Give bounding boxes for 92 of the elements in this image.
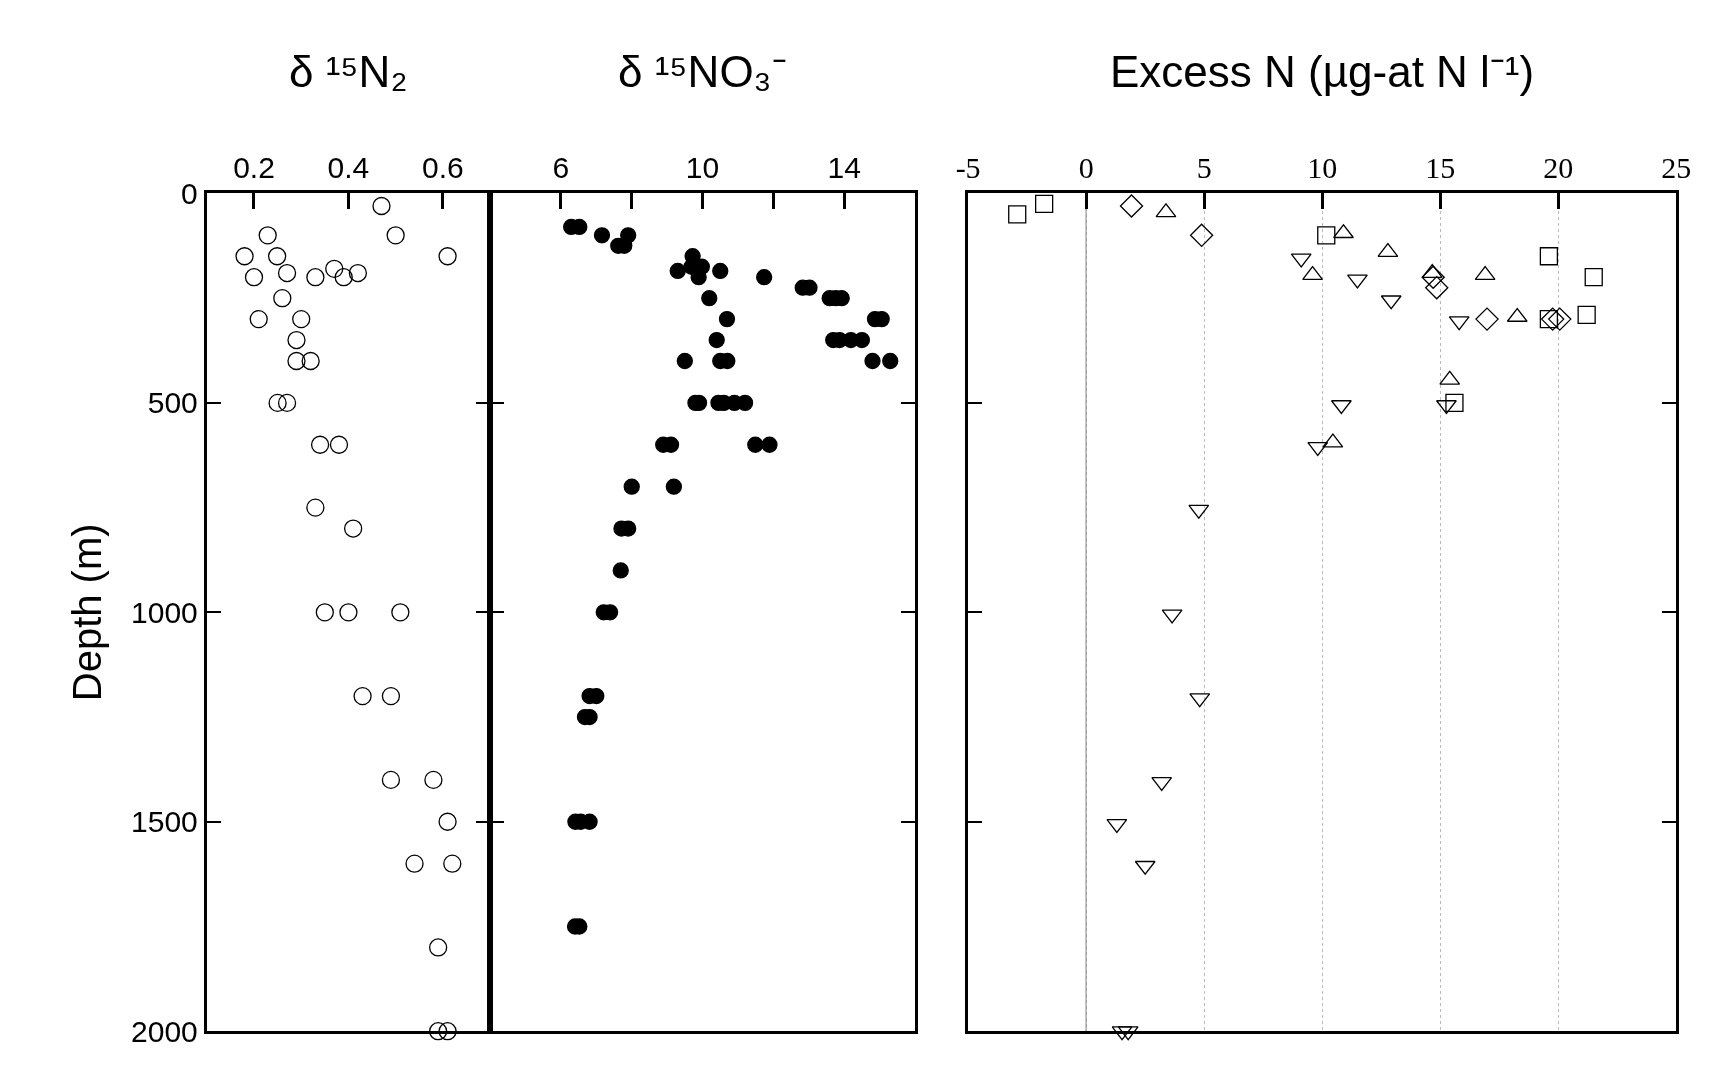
point — [310, 435, 330, 454]
point — [334, 268, 353, 287]
point — [1189, 223, 1214, 248]
point — [1539, 247, 1559, 266]
point — [301, 351, 320, 371]
point — [761, 436, 778, 453]
point — [315, 603, 334, 622]
chart-title: Excess N (µg-at N l⁻¹) — [1110, 47, 1535, 96]
point — [1584, 268, 1603, 287]
point — [1539, 309, 1559, 329]
point — [701, 290, 718, 307]
point — [344, 519, 363, 538]
point — [424, 770, 443, 790]
point — [443, 854, 462, 873]
point — [235, 247, 254, 266]
point — [623, 478, 640, 495]
point — [339, 603, 358, 622]
point — [438, 812, 457, 831]
x-tick-label: 10 — [1307, 151, 1338, 185]
point — [1333, 224, 1354, 239]
point — [325, 259, 344, 278]
point — [718, 310, 736, 328]
point — [353, 686, 372, 706]
point — [287, 330, 306, 350]
point — [665, 478, 683, 495]
point — [1106, 818, 1128, 834]
point — [267, 247, 287, 266]
point — [1035, 194, 1054, 214]
x-tick-label: 0.2 — [233, 151, 275, 185]
point — [438, 247, 457, 266]
x-tick-label: 10 — [685, 151, 720, 185]
point — [381, 686, 401, 706]
point — [277, 393, 297, 413]
x-tick-label: 0 — [1078, 151, 1094, 185]
point — [1307, 441, 1329, 457]
y-tick-label: 0 — [181, 176, 198, 210]
x-tick-label: 14 — [827, 151, 861, 185]
x-tick-label: 5 — [1196, 151, 1212, 185]
point — [405, 854, 424, 873]
point — [669, 262, 686, 280]
point — [391, 603, 410, 622]
point — [1317, 226, 1336, 245]
point — [1421, 265, 1445, 289]
x-tick-label: 25 — [1661, 151, 1692, 185]
y-tick-label: 500 — [147, 386, 198, 420]
point — [1008, 205, 1027, 224]
point — [372, 196, 391, 216]
y-tick-label: 2000 — [131, 1014, 198, 1048]
point — [244, 268, 264, 287]
point — [612, 562, 629, 579]
y-tick-label: 1000 — [131, 595, 198, 629]
x-tick-label: 6 — [552, 151, 570, 185]
point — [1540, 307, 1565, 331]
point — [747, 436, 764, 453]
chart-title: δ ¹⁵N₂ — [289, 47, 408, 96]
chart-title: δ ¹⁵NO₃⁻ — [618, 47, 787, 96]
point — [386, 226, 405, 245]
point — [273, 289, 292, 308]
x-tick-label: 20 — [1543, 151, 1574, 185]
x-tick-label: 0.6 — [422, 151, 464, 185]
point — [1119, 194, 1144, 218]
point — [287, 351, 306, 371]
point — [712, 262, 729, 280]
point — [258, 226, 277, 245]
y-axis-title: Depth (m) — [64, 523, 109, 702]
point — [1425, 275, 1449, 300]
point — [277, 263, 297, 283]
point — [1445, 393, 1464, 413]
y-tick-label: 1500 — [131, 805, 198, 839]
point — [329, 435, 349, 454]
point — [1475, 307, 1499, 331]
point — [268, 393, 287, 413]
point — [348, 263, 368, 283]
point — [676, 352, 693, 370]
x-tick-label: -5 — [955, 151, 981, 185]
point — [306, 268, 325, 287]
point — [708, 331, 725, 349]
point — [429, 1022, 448, 1041]
point — [381, 770, 401, 790]
point — [429, 938, 448, 957]
point — [593, 227, 611, 244]
x-tick-label: 0.4 — [327, 151, 370, 185]
point — [864, 352, 881, 370]
point — [438, 1022, 457, 1041]
point — [756, 269, 773, 286]
point — [1577, 305, 1596, 325]
point — [249, 309, 268, 329]
x-tick-label: 15 — [1425, 151, 1456, 185]
point — [882, 352, 899, 370]
point — [306, 498, 325, 517]
point — [292, 309, 311, 329]
point — [1548, 307, 1572, 331]
